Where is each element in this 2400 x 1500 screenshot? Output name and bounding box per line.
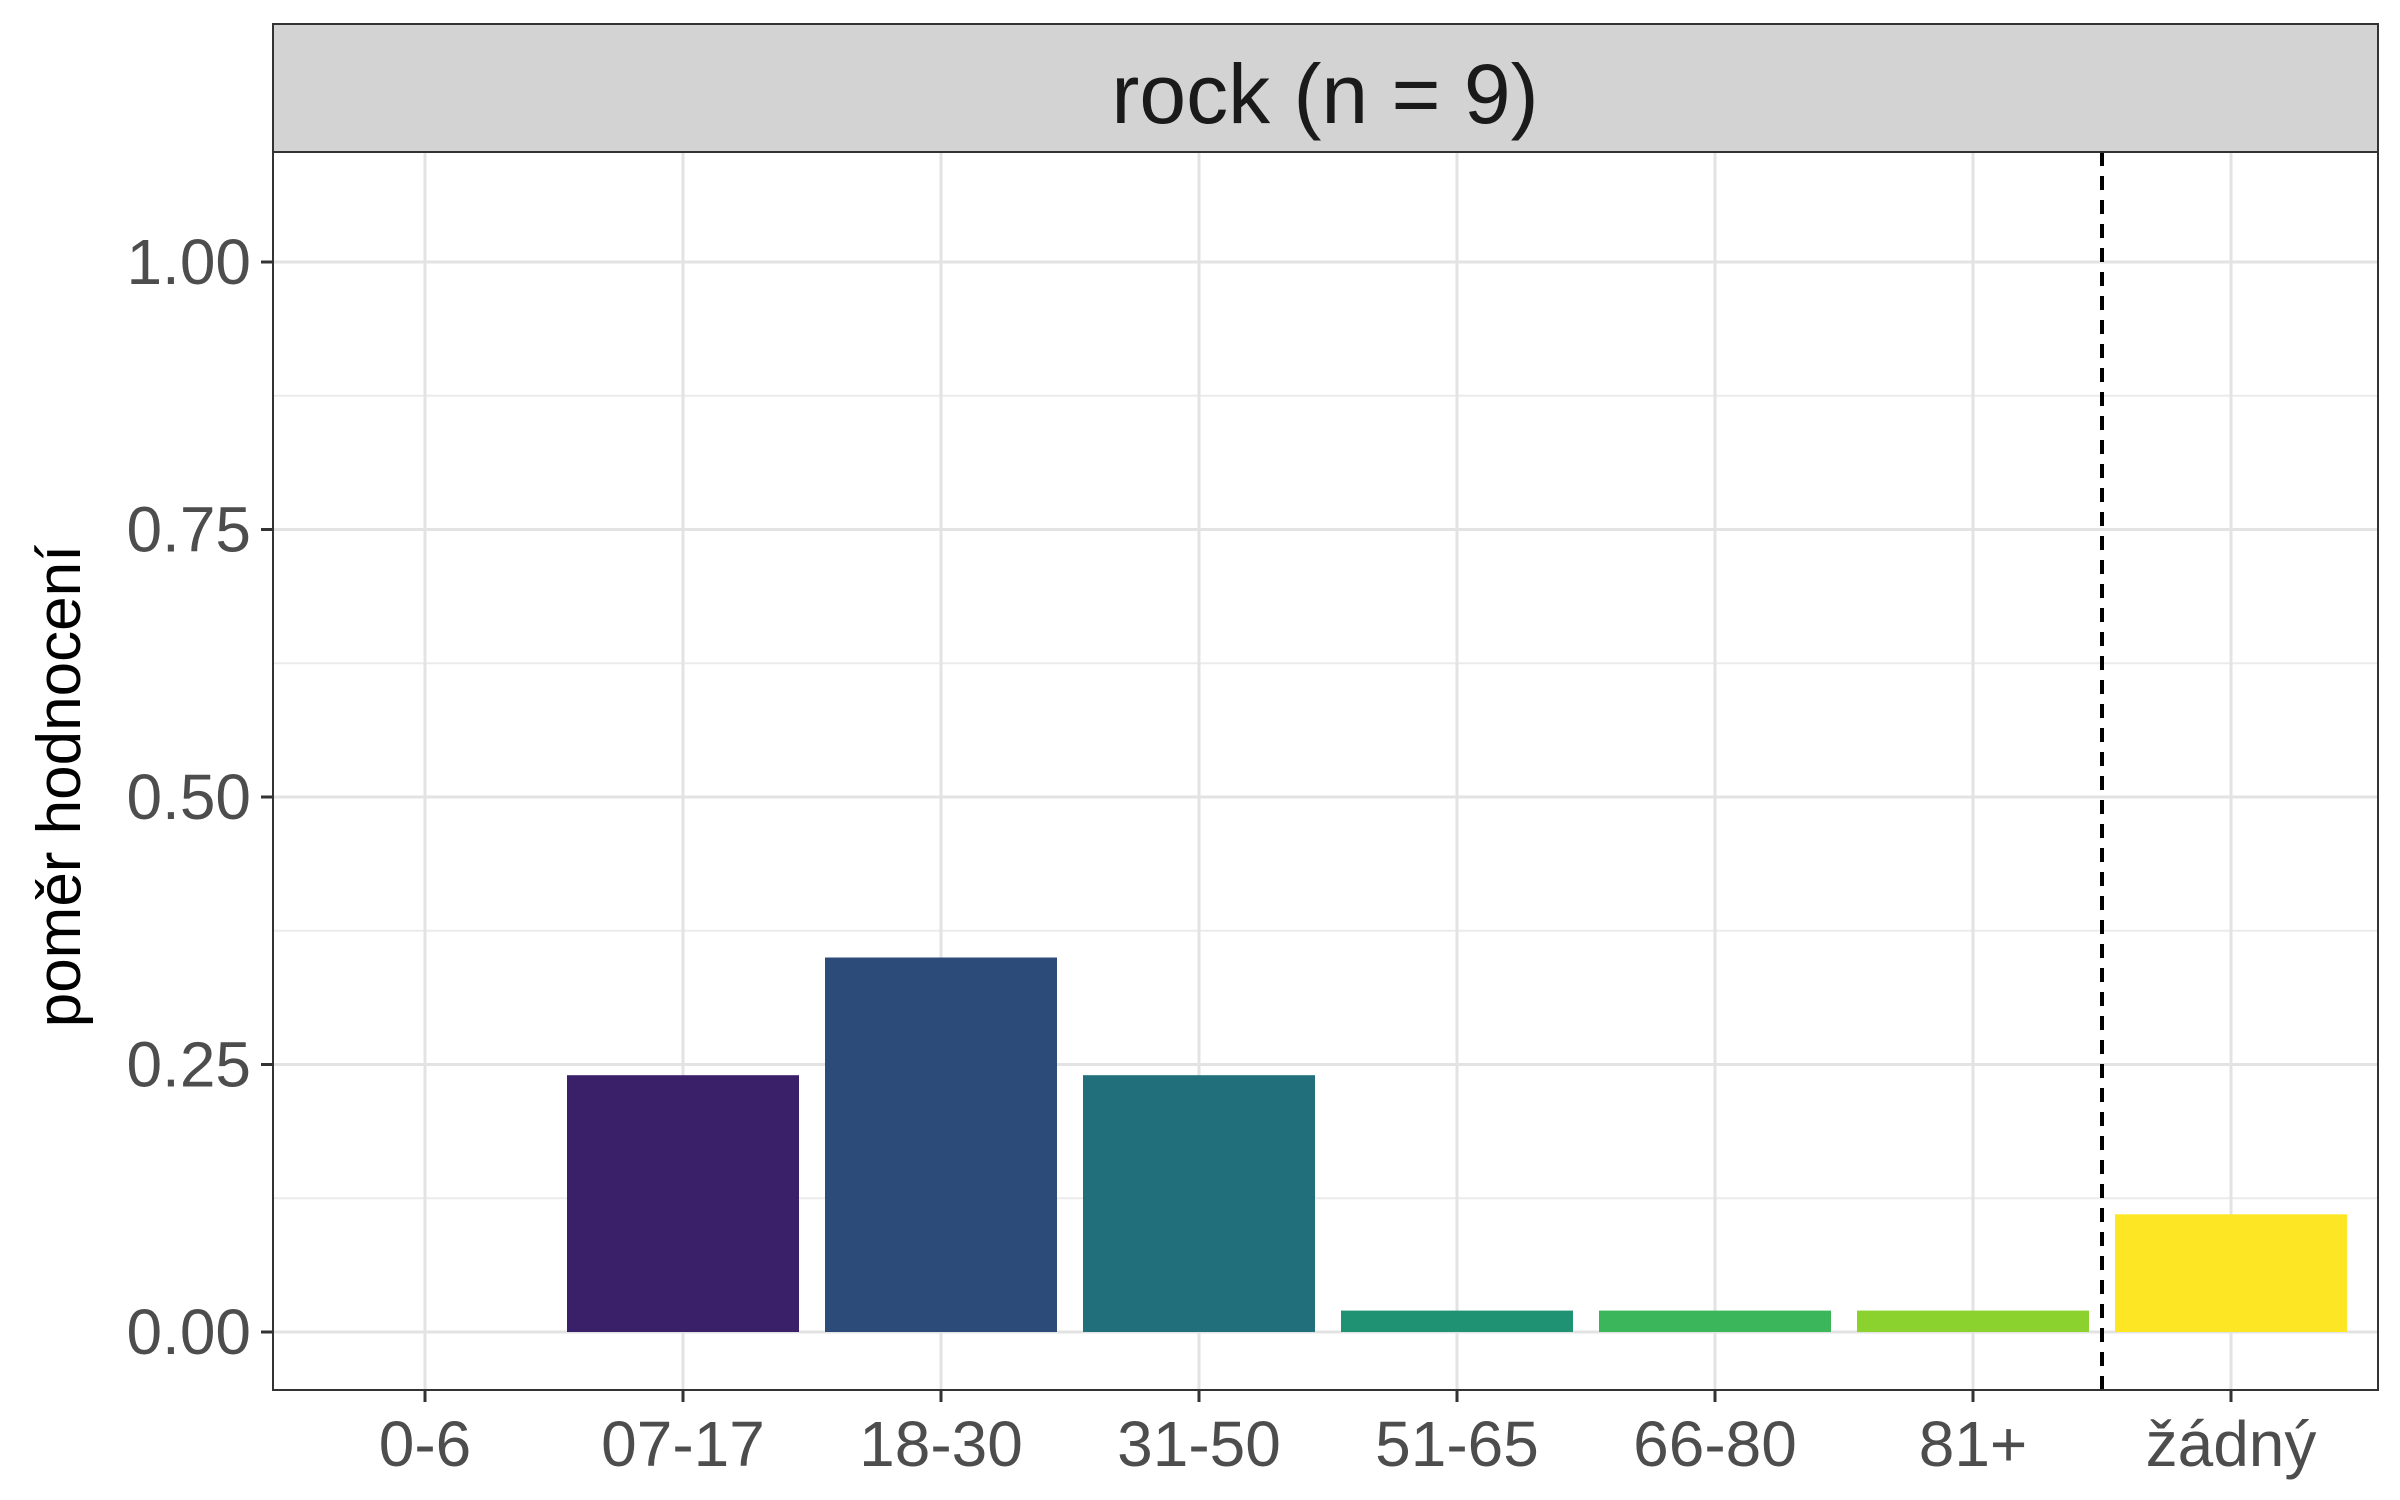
x-tick-label: 31-50 xyxy=(1117,1408,1281,1480)
panel-border xyxy=(272,151,2379,1391)
x-tick-label: 0-6 xyxy=(379,1408,472,1480)
bar-31-50 xyxy=(1083,1075,1315,1332)
bar-žádný xyxy=(2115,1214,2347,1332)
facet-strip-title: rock (n = 9) xyxy=(1111,47,1538,141)
x-axis: 0-6 07-17 18-30 31-50 51-65 66-80 81+ žádný xyxy=(379,1390,2317,1480)
y-tick-label: 0.75 xyxy=(126,494,251,566)
y-tick-label: 1.00 xyxy=(126,226,251,298)
x-tick-label: 81+ xyxy=(1919,1408,2028,1480)
bar-81+ xyxy=(1857,1310,2089,1332)
y-axis-title: poměr hodnocení xyxy=(25,545,94,1028)
y-axis: 0.00 0.25 0.50 0.75 1.00 xyxy=(126,226,273,1368)
bar-07-17 xyxy=(567,1075,799,1332)
x-tick-label: 51-65 xyxy=(1375,1408,1539,1480)
facet-strip xyxy=(272,23,2379,153)
y-tick-label: 0.00 xyxy=(126,1296,251,1368)
bar-66-80 xyxy=(1599,1310,1831,1332)
x-tick-label: 07-17 xyxy=(601,1408,765,1480)
y-tick-label: 0.50 xyxy=(126,761,251,833)
y-tick-label: 0.25 xyxy=(126,1029,251,1101)
x-tick-label: žádný xyxy=(2146,1408,2317,1480)
x-tick-label: 66-80 xyxy=(1633,1408,1797,1480)
bars xyxy=(567,957,2347,1332)
bar-51-65 xyxy=(1341,1310,1573,1332)
x-tick-label: 18-30 xyxy=(859,1408,1023,1480)
bar-18-30 xyxy=(825,957,1057,1332)
major-gridlines xyxy=(273,152,2378,1390)
